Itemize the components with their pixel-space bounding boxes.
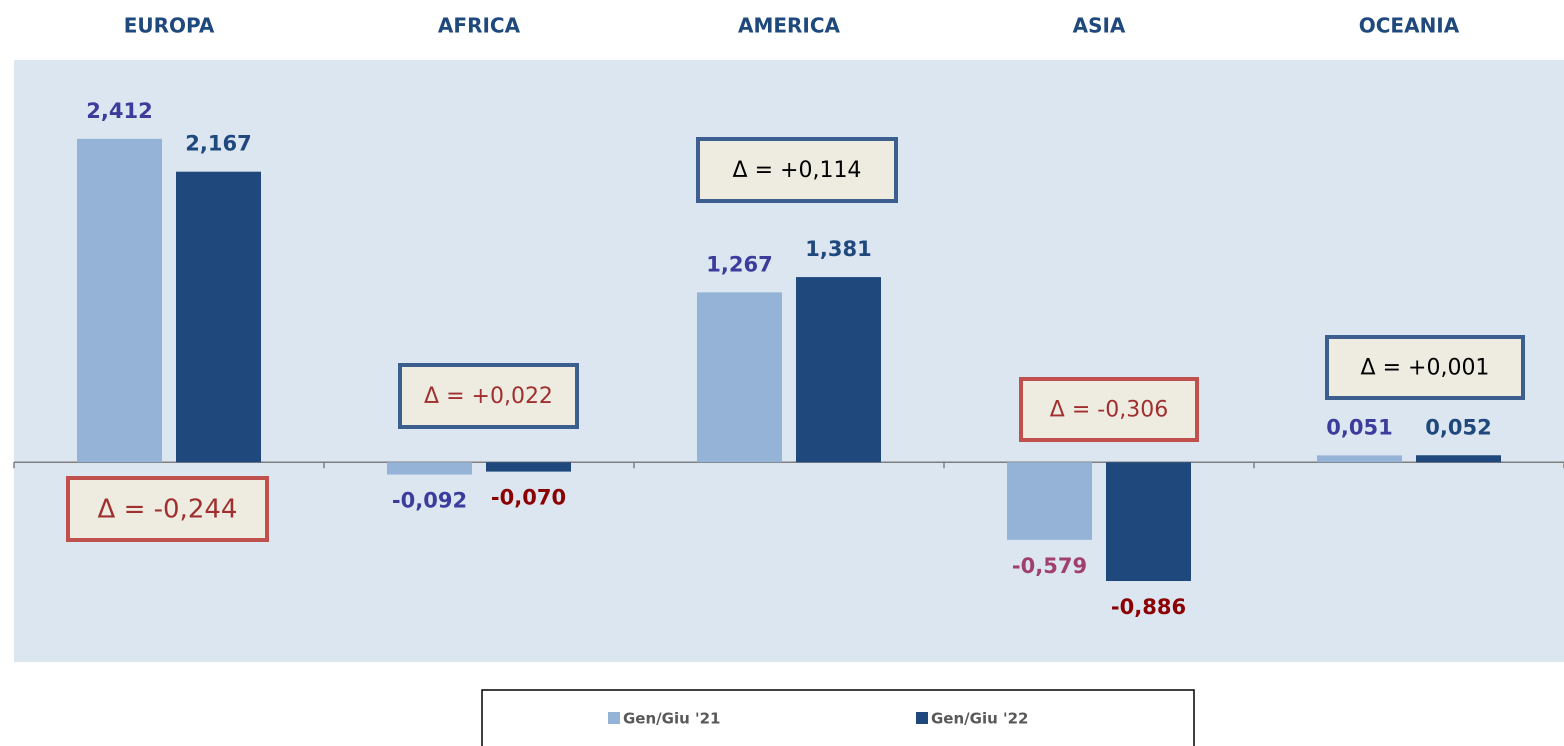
annotation-box [1325, 335, 1525, 400]
annotation: Δ = +0,114 [733, 158, 862, 183]
annotation-box [66, 476, 269, 542]
annotation: Δ = -0,306 [1050, 398, 1168, 423]
legend-label: Gen/Giu '22 [931, 710, 1028, 728]
value-label: 0,052 [1425, 415, 1491, 439]
bar [1317, 455, 1402, 463]
bar [1106, 462, 1191, 582]
annotation-box [1019, 377, 1199, 442]
annotation: Δ = -0,244 [98, 495, 238, 525]
annotation: Δ = +0,001 [1361, 356, 1490, 381]
value-label: -0,070 [491, 486, 566, 510]
bar [486, 462, 571, 472]
bar [1416, 455, 1501, 463]
bar [697, 292, 782, 463]
bar [387, 462, 472, 475]
category-label: ASIA [1073, 14, 1126, 38]
bar [176, 171, 261, 463]
value-label: 1,381 [805, 237, 871, 261]
bar [1007, 462, 1092, 540]
annotation-box [398, 363, 579, 429]
value-label: 1,267 [706, 252, 772, 276]
bar [796, 277, 881, 463]
legend-swatch [916, 712, 928, 724]
legend-swatch [608, 712, 620, 724]
value-label: 2,412 [86, 99, 152, 123]
legend-box [481, 689, 1195, 746]
annotation: Δ = +0,022 [424, 384, 553, 409]
category-label: OCEANIA [1359, 14, 1460, 38]
value-label: -0,886 [1111, 595, 1186, 619]
value-label: -0,092 [392, 489, 467, 513]
category-label: AFRICA [438, 14, 521, 38]
category-label: EUROPA [124, 14, 215, 38]
value-label: 0,051 [1326, 415, 1392, 439]
category-label: AMERICA [738, 14, 841, 38]
value-label: -0,579 [1012, 554, 1087, 578]
legend-label: Gen/Giu '21 [623, 710, 720, 728]
bar [77, 138, 162, 463]
annotation-box [696, 137, 898, 203]
value-label: 2,167 [185, 132, 251, 156]
